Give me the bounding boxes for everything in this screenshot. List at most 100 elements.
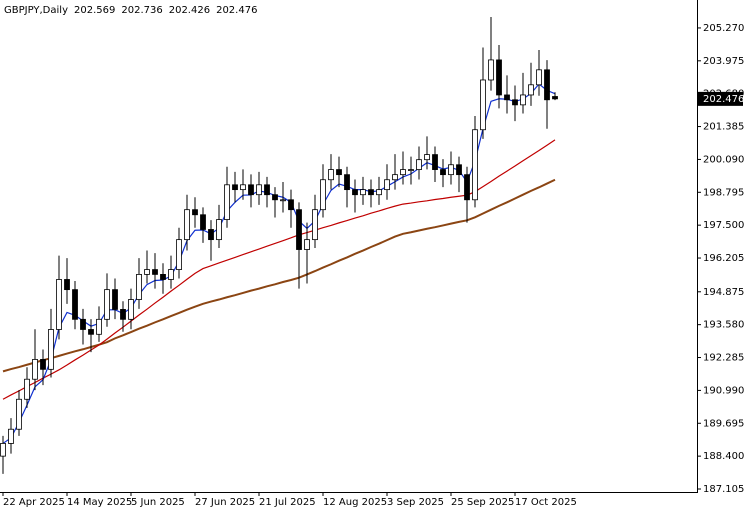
y-tick-label: 187.105 xyxy=(703,484,744,495)
y-tick-label: 198.795 xyxy=(703,187,744,198)
candle-body xyxy=(248,184,254,196)
candle-body xyxy=(376,189,382,196)
title-part: 202.426 xyxy=(169,5,210,16)
candle-body xyxy=(64,279,70,291)
candle-body xyxy=(152,269,158,275)
candle-body xyxy=(104,289,110,320)
candle-body xyxy=(392,174,398,181)
y-tick-label: 194.875 xyxy=(703,287,744,298)
candle-body xyxy=(40,359,46,370)
candle-body xyxy=(440,169,446,176)
candle-body xyxy=(336,169,342,176)
candle-body xyxy=(312,209,318,241)
candle-body xyxy=(168,269,174,280)
x-tick-label: 17 Oct 2025 xyxy=(515,497,577,508)
candle-body xyxy=(352,189,358,196)
candle-body xyxy=(320,179,326,211)
x-tick-label: 12 Aug 2025 xyxy=(323,497,387,508)
candle-body xyxy=(224,184,230,220)
moving-average xyxy=(2,83,556,444)
x-tick-label: 21 Jul 2025 xyxy=(259,497,316,508)
y-tick-label: 205.270 xyxy=(703,23,744,34)
candle-body xyxy=(536,69,542,86)
candle-body xyxy=(16,398,22,430)
x-tick-label: 25 Sep 2025 xyxy=(451,497,514,508)
candle-body xyxy=(280,199,286,202)
candle-body xyxy=(520,94,526,106)
candle-body xyxy=(344,174,350,191)
candle-body xyxy=(552,96,558,100)
candle-body xyxy=(504,94,510,101)
moving-average xyxy=(2,139,556,400)
candle-body xyxy=(8,428,14,444)
candle-body xyxy=(240,184,246,191)
candle-body xyxy=(32,359,38,380)
candle-body xyxy=(456,164,462,176)
y-tick-label: 196.205 xyxy=(703,253,744,264)
title-part: 202.736 xyxy=(121,5,162,16)
candle-body xyxy=(0,443,6,457)
y-tick-label: 190.990 xyxy=(703,385,744,396)
y-tick-label: 201.385 xyxy=(703,122,744,133)
candle-body xyxy=(144,269,150,275)
candle-body xyxy=(56,279,62,330)
title-part: GBPJPY,Daily xyxy=(4,5,68,16)
candle-body xyxy=(528,84,534,96)
candle-body xyxy=(184,209,190,241)
candle-body xyxy=(112,289,118,310)
candle-body xyxy=(232,184,238,191)
candle-body xyxy=(88,329,94,335)
x-tick-label: 22 Apr 2025 xyxy=(3,497,65,508)
y-tick-label: 200.090 xyxy=(703,154,744,165)
candle-body xyxy=(408,169,414,171)
candle-body xyxy=(96,318,102,335)
candle-body xyxy=(424,154,430,161)
candle-body xyxy=(480,79,486,131)
title-part: 202.476 xyxy=(216,5,257,16)
candle-body xyxy=(120,309,126,320)
candle-body xyxy=(200,214,206,230)
y-tick-label: 203.975 xyxy=(703,56,744,67)
candle-body xyxy=(464,174,470,201)
candle-body xyxy=(24,378,30,400)
x-tick-label: 14 May 2025 xyxy=(67,497,132,508)
candle-body xyxy=(136,274,142,300)
candle-body xyxy=(432,154,438,170)
candle-body xyxy=(288,199,294,211)
candle-body xyxy=(384,179,390,191)
current-price-label: 202.476 xyxy=(703,94,744,105)
x-tick-label: 3 Sep 2025 xyxy=(387,497,444,508)
candle-body xyxy=(296,209,302,250)
candle-body xyxy=(448,164,454,176)
y-tick-label: 193.580 xyxy=(703,320,744,331)
candle-body xyxy=(400,169,406,176)
candle-body xyxy=(72,289,78,320)
candle-body xyxy=(192,209,198,216)
candle-body xyxy=(328,169,334,181)
candle-body xyxy=(216,219,222,241)
candle-body xyxy=(176,239,182,270)
candle-body xyxy=(304,239,310,250)
candle-body xyxy=(512,99,518,106)
candle-body xyxy=(264,184,270,196)
candle-body xyxy=(368,189,374,196)
y-tick-label: 192.285 xyxy=(703,353,744,364)
candle-body xyxy=(544,69,550,101)
candle-body xyxy=(80,318,86,330)
candle-body xyxy=(416,159,422,170)
current-price-box xyxy=(698,91,743,106)
candle-body xyxy=(160,274,166,280)
y-tick-label: 188.400 xyxy=(703,451,744,462)
x-tick-label: 27 Jun 2025 xyxy=(195,497,255,508)
candle-body xyxy=(48,329,54,370)
candle-body xyxy=(208,229,214,241)
x-tick-label: 5 Jun 2025 xyxy=(131,497,185,508)
y-tick-label: 189.695 xyxy=(703,418,744,429)
candle-body xyxy=(488,59,494,81)
y-tick-label: 197.500 xyxy=(703,220,744,231)
candle-body xyxy=(472,129,478,201)
title-part: 202.569 xyxy=(74,5,115,16)
